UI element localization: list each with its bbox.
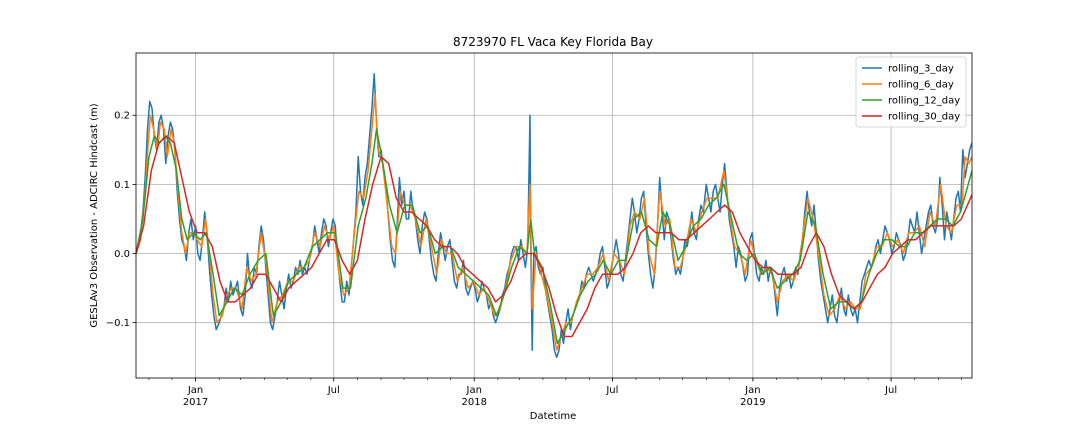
y-tick-label: −0.1 <box>106 318 130 329</box>
chart-title: 8723970 FL Vaca Key Florida Bay <box>453 35 653 49</box>
series-layer <box>136 72 972 359</box>
y-tick-label: 0.1 <box>114 180 130 191</box>
x-tick-label: Jul <box>327 385 340 396</box>
legend: rolling_3_day rolling_6_day rolling_12_day… <box>855 56 967 128</box>
plot-frame <box>135 52 973 379</box>
legend-label: rolling_30_day <box>888 112 960 123</box>
legend-label: rolling_12_day <box>888 96 960 107</box>
x-tick-label: Jan <box>744 385 760 396</box>
legend-label: rolling_3_day <box>888 64 954 75</box>
y-tick-label: 0.0 <box>114 249 130 260</box>
x-tick-year-label: 2019 <box>740 397 765 408</box>
grid-layer <box>136 53 972 378</box>
x-tick-label: Jan <box>466 385 482 396</box>
y-tick-label: 0.2 <box>114 111 130 122</box>
x-tick-label: Jul <box>884 385 897 396</box>
y-axis-label: GESLAv3 Observation - ADCIRC Hindcast (m… <box>89 103 100 327</box>
y-axis-ticks: −0.1 0.0 0.1 0.2 <box>106 111 136 329</box>
x-tick-label: Jul <box>605 385 618 396</box>
series-line-rolling-30-day <box>136 135 972 338</box>
legend-label: rolling_6_day <box>888 80 954 91</box>
x-tick-year-label: 2018 <box>461 397 486 408</box>
legend-box <box>855 56 967 128</box>
x-tick-label: Jan <box>187 385 203 396</box>
x-axis-label: Datetime <box>530 411 577 422</box>
x-tick-year-label: 2017 <box>183 397 208 408</box>
